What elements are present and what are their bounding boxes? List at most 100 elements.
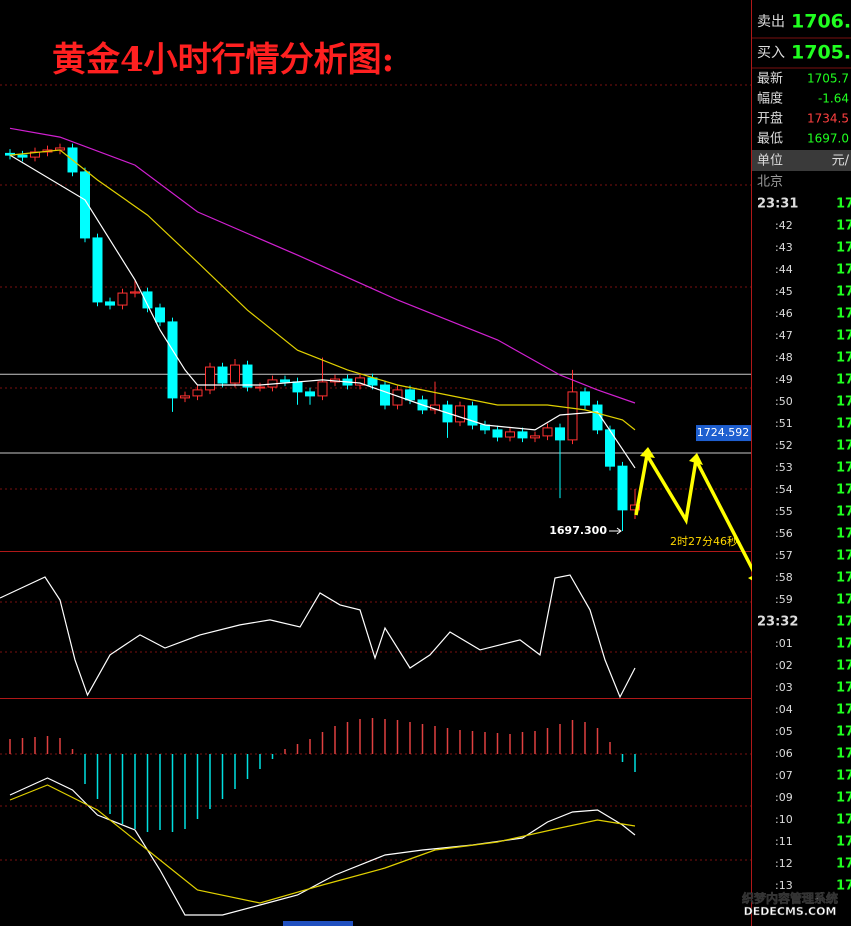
candle-body [92, 237, 103, 303]
time: :54 [775, 483, 793, 496]
time: :07 [775, 769, 793, 782]
time-price: 17 [836, 329, 851, 344]
time: :55 [775, 505, 793, 518]
time: :48 [775, 351, 793, 364]
time: 23:31 [757, 197, 798, 212]
time: :57 [775, 549, 793, 562]
time-price: 17 [836, 549, 851, 564]
candle-body [305, 391, 315, 397]
time-price: 17 [836, 725, 851, 740]
time: :51 [775, 417, 793, 430]
quote-label: 买入 [757, 45, 785, 61]
time: :13 [775, 879, 793, 892]
candle-body [555, 427, 565, 441]
time-price: 17 [836, 285, 851, 300]
time: :42 [775, 219, 793, 232]
time-price: 17 [836, 263, 851, 278]
time: :50 [775, 395, 793, 408]
candle-body [255, 386, 265, 389]
candle-body [117, 292, 128, 306]
time-price: 17 [836, 703, 851, 718]
candle-body [380, 384, 390, 406]
candle-body [505, 431, 515, 438]
time-price: 17 [836, 593, 851, 608]
time: :12 [775, 857, 793, 870]
candle-body [517, 431, 528, 439]
time-price: 17 [836, 461, 851, 476]
candle-body [355, 377, 365, 386]
city: 北京 [757, 175, 783, 190]
time-price: 17 [836, 791, 851, 806]
quote-label: 卖出 [757, 14, 785, 30]
time-price: 17 [836, 505, 851, 520]
line-series [9, 154, 636, 469]
chart-title: 黄金4小时行情分析图: [52, 40, 394, 80]
time: :49 [775, 373, 793, 386]
candle-body [142, 291, 153, 309]
candle-body [167, 321, 178, 399]
time-price: 17 [836, 659, 851, 674]
time: :11 [775, 835, 793, 848]
time: :02 [775, 659, 793, 672]
quote-label: 最新 [757, 71, 783, 87]
line-series [9, 777, 636, 916]
candle-body [405, 389, 415, 401]
time: :03 [775, 681, 793, 694]
candle-body [217, 366, 228, 384]
time: :09 [775, 791, 793, 804]
candle-body [530, 435, 540, 439]
time: :58 [775, 571, 793, 584]
quote-label: 幅度 [757, 91, 783, 107]
time-price: 17 [836, 571, 851, 586]
time-price: 17 [836, 351, 851, 366]
time: :43 [775, 241, 793, 254]
quote-value: 1705.7 [791, 42, 851, 64]
time-price: 17 [836, 417, 851, 432]
candle-body [455, 405, 465, 423]
time: :04 [775, 703, 793, 716]
candle-body [567, 391, 578, 441]
candle-body [280, 379, 290, 383]
candle-body [80, 171, 90, 239]
time-price: 17 [836, 681, 851, 696]
arrow-head [689, 453, 703, 465]
candle-body [230, 364, 240, 384]
unit-label: 单位 [757, 154, 783, 169]
candle-body [242, 364, 253, 388]
line-series [9, 784, 636, 904]
time: :46 [775, 307, 793, 320]
quote-value: 1706.0 [791, 11, 851, 33]
scrollbar [283, 921, 353, 926]
panel-borders [0, 0, 752, 926]
time-price: 17 [836, 637, 851, 652]
quote-value: -1.64 [818, 92, 849, 106]
quote-value: 1705.7 [807, 72, 849, 86]
candle-body [155, 307, 165, 323]
time-price: 17 [836, 197, 851, 212]
candle-body [105, 301, 115, 306]
candle-body [617, 465, 628, 511]
time-price: 17 [836, 307, 851, 322]
candle-body [492, 429, 503, 438]
low-label: 1697.300 [549, 524, 607, 537]
time-price: 17 [836, 857, 851, 872]
line-series [9, 149, 636, 431]
time: :56 [775, 527, 793, 540]
candle-body [467, 405, 478, 426]
time: :01 [775, 637, 793, 650]
candle-body [292, 381, 303, 393]
time-price: 17 [836, 769, 851, 784]
candle-body [180, 395, 190, 399]
quote-value: 1697.0 [807, 132, 849, 146]
candle-body [192, 389, 203, 397]
countdown: 2时27分46秒 [670, 534, 738, 548]
quote-value: 1734.5 [807, 112, 849, 126]
time: :44 [775, 263, 793, 276]
time: :45 [775, 285, 793, 298]
watermark: DEDECMS.COM [744, 905, 837, 918]
line-series [9, 127, 636, 404]
unit-value: 元/ [832, 154, 850, 169]
line-series [0, 574, 636, 699]
